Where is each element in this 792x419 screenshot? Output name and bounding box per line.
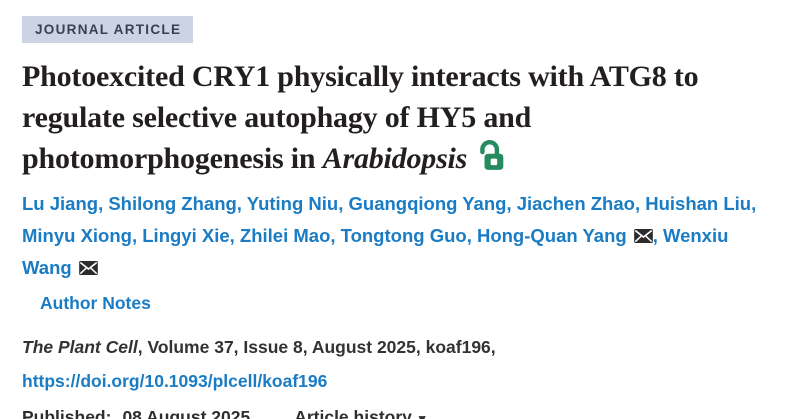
author-separator: , bbox=[751, 193, 757, 214]
title-italic-species: Arabidopsis bbox=[322, 142, 468, 175]
author-separator: , bbox=[466, 225, 477, 246]
author-notes-row: Author Notes bbox=[40, 293, 770, 314]
envelope-icon[interactable] bbox=[78, 261, 98, 275]
citation-details: , Volume 37, Issue 8, August 2025, koaf1… bbox=[137, 337, 496, 357]
author-link[interactable]: Tongtong Guo bbox=[340, 225, 467, 246]
article-title: Photoexcited CRY1 physically interacts w… bbox=[22, 56, 770, 179]
author-separator: , bbox=[338, 193, 349, 214]
published-row: Published: 08 August 2025 Article histor… bbox=[22, 407, 770, 419]
article-history-toggle[interactable]: Article history ▾ bbox=[294, 407, 425, 419]
author-link[interactable]: Hong-Quan Yang bbox=[476, 225, 627, 246]
author-link[interactable]: Yuting Niu bbox=[246, 193, 339, 214]
author-separator: , bbox=[506, 193, 517, 214]
author-separator: , bbox=[634, 193, 646, 214]
author-link[interactable]: Shilong Zhang bbox=[108, 193, 237, 214]
published-date: 08 August 2025 bbox=[122, 407, 251, 419]
author-link[interactable]: Lingyi Xie bbox=[142, 225, 230, 246]
published-label: Published: bbox=[22, 407, 112, 419]
article-history-label: Article history bbox=[294, 407, 412, 419]
author-separator: , bbox=[98, 193, 109, 214]
author-separator: , bbox=[236, 193, 247, 214]
doi-row: https://doi.org/10.1093/plcell/koaf196 bbox=[22, 371, 770, 392]
author-notes-link[interactable]: Author Notes bbox=[40, 293, 151, 313]
journal-name: The Plant Cell bbox=[22, 337, 138, 357]
open-access-lock-icon bbox=[480, 140, 504, 170]
citation-line: The Plant Cell, Volume 37, Issue 8, Augu… bbox=[22, 337, 770, 358]
title-text: Photoexcited CRY1 physically interacts w… bbox=[22, 60, 699, 175]
author-link[interactable]: Minyu Xiong bbox=[22, 225, 132, 246]
chevron-down-icon: ▾ bbox=[418, 411, 426, 419]
author-link[interactable]: Lu Jiang bbox=[22, 193, 99, 214]
author-link[interactable]: Jiachen Zhao bbox=[516, 193, 635, 214]
doi-link[interactable]: https://doi.org/10.1093/plcell/koaf196 bbox=[22, 371, 328, 391]
article-type-badge: JOURNAL ARTICLE bbox=[22, 16, 194, 43]
author-link[interactable]: Huishan Liu bbox=[645, 193, 752, 214]
author-link[interactable]: Zhilei Mao bbox=[239, 225, 331, 246]
envelope-icon[interactable] bbox=[633, 229, 653, 243]
author-link[interactable]: Wenxiu Wang bbox=[22, 225, 729, 278]
author-list: Lu Jiang, Shilong Zhang, Yuting Niu, Gua… bbox=[22, 188, 770, 284]
author-link[interactable]: Guangqiong Yang bbox=[348, 193, 507, 214]
author-separator: , bbox=[229, 225, 240, 246]
author-separator: , bbox=[131, 225, 143, 246]
author-separator: , bbox=[330, 225, 341, 246]
author-separator: , bbox=[652, 225, 663, 246]
